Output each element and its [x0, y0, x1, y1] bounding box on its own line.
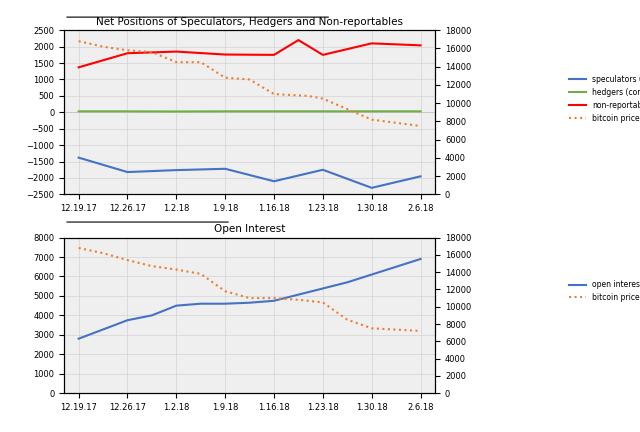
- Legend: speculators (non commercial), hedgers (commercial), non-reportable, bitcoin pric: speculators (non commercial), hedgers (c…: [569, 75, 640, 123]
- Title: Net Positions of Speculators, Hedgers and Non-reportables: Net Positions of Speculators, Hedgers an…: [96, 17, 403, 27]
- Legend: open interest, bitcoin price: open interest, bitcoin price: [569, 280, 640, 302]
- Title: Open Interest: Open Interest: [214, 224, 285, 234]
